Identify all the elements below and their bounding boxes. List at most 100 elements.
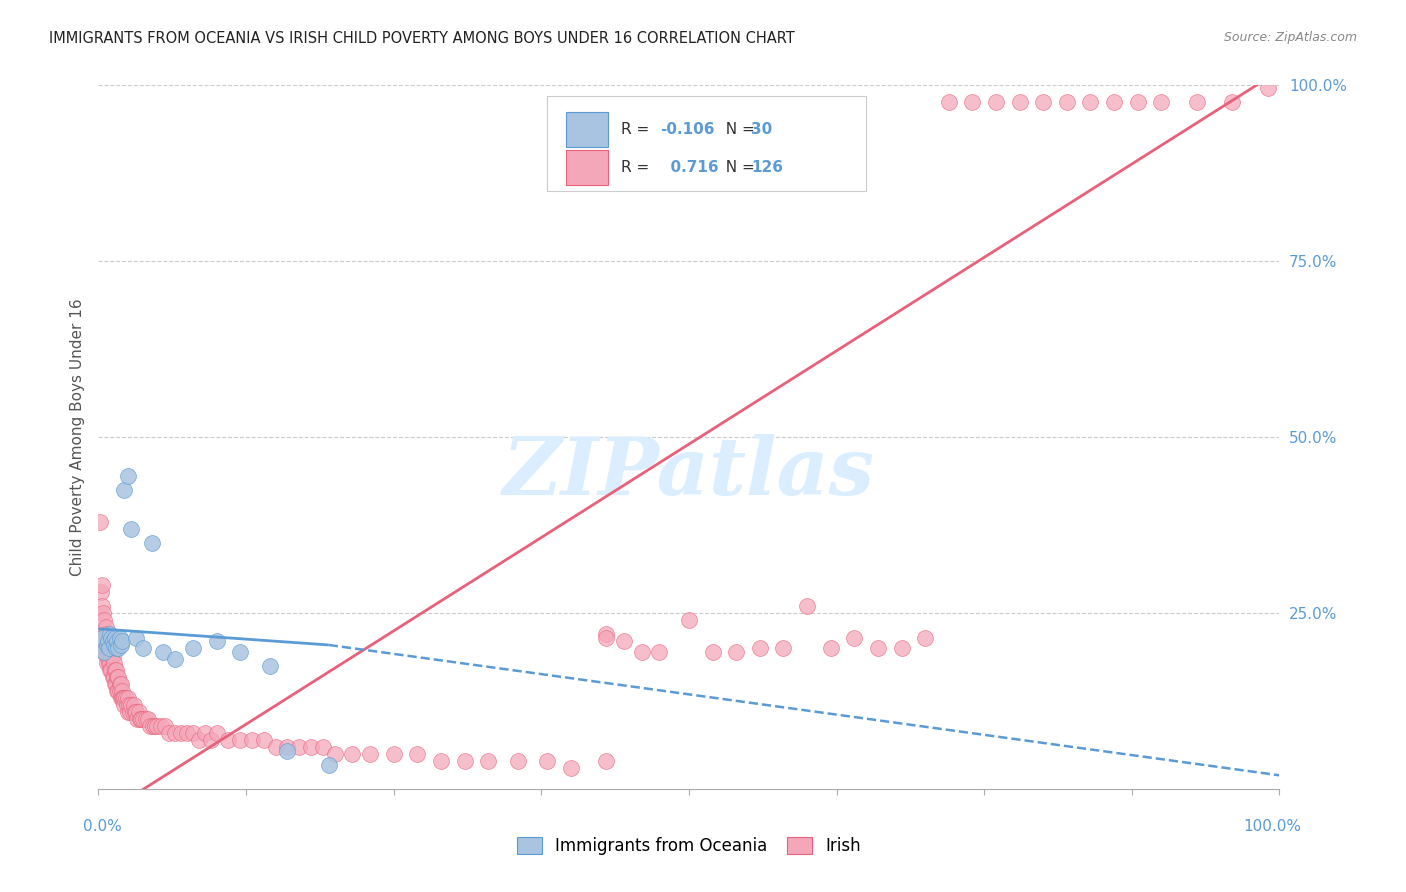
Point: [125, 705, 148, 719]
Point: [104, 676, 127, 690]
Point: [264, 740, 287, 755]
Point: [132, 641, 155, 656]
Point: [187, 733, 209, 747]
Point: [259, 659, 281, 673]
Point: [100, 648, 122, 663]
Point: [98, 663, 121, 677]
Point: [181, 726, 204, 740]
Point: [165, 726, 187, 740]
Point: [866, 641, 889, 656]
Point: [796, 599, 818, 614]
Point: [98, 656, 121, 670]
Point: [150, 719, 173, 733]
Point: [453, 754, 475, 768]
Point: [678, 613, 700, 627]
Point: [984, 95, 1007, 110]
Point: [110, 638, 132, 652]
Point: [105, 663, 128, 677]
Point: [100, 631, 122, 645]
Point: [114, 690, 136, 705]
Point: [1032, 95, 1054, 110]
Point: [105, 683, 128, 698]
Point: [98, 641, 121, 656]
Point: [253, 733, 276, 747]
Point: [323, 747, 346, 762]
Point: [111, 683, 134, 698]
Point: [702, 645, 724, 659]
Point: [91, 627, 114, 641]
Point: [135, 712, 157, 726]
Point: [98, 641, 121, 656]
Point: [111, 634, 134, 648]
Point: [98, 656, 121, 670]
Point: [772, 641, 794, 656]
Point: [110, 690, 132, 705]
Point: [288, 740, 311, 755]
Point: [90, 585, 112, 599]
Point: [94, 620, 117, 634]
Point: [101, 670, 124, 684]
Text: R =: R =: [620, 122, 654, 137]
Point: [748, 641, 770, 656]
Point: [176, 726, 198, 740]
Point: [205, 726, 228, 740]
Point: [105, 641, 128, 656]
Point: [152, 645, 174, 659]
Point: [143, 719, 166, 733]
Point: [104, 631, 127, 645]
Text: 30: 30: [751, 122, 772, 137]
Point: [97, 634, 120, 648]
Text: N =: N =: [716, 122, 759, 137]
Point: [165, 652, 187, 666]
Point: [139, 719, 162, 733]
Point: [1008, 95, 1031, 110]
Point: [406, 747, 429, 762]
Point: [299, 740, 322, 755]
Point: [1257, 81, 1279, 95]
Point: [104, 663, 127, 677]
Point: [100, 663, 122, 677]
Y-axis label: Child Poverty Among Boys Under 16: Child Poverty Among Boys Under 16: [69, 298, 84, 576]
Text: 0.0%: 0.0%: [83, 819, 122, 834]
Point: [1220, 95, 1243, 110]
Point: [117, 705, 139, 719]
Point: [112, 698, 135, 712]
Text: R =: R =: [620, 160, 654, 175]
Point: [117, 690, 139, 705]
Point: [111, 690, 134, 705]
Point: [93, 641, 115, 656]
Point: [312, 740, 335, 755]
Point: [820, 641, 842, 656]
Point: [107, 670, 129, 684]
Point: [93, 613, 115, 627]
Point: [276, 744, 298, 758]
Point: [240, 733, 263, 747]
Point: [129, 712, 152, 726]
Point: [121, 522, 143, 536]
Point: [91, 578, 114, 592]
Point: [318, 757, 340, 772]
Point: [128, 705, 150, 719]
Point: [127, 712, 149, 726]
Point: [157, 726, 180, 740]
Point: [477, 754, 499, 768]
Point: [108, 631, 131, 645]
Point: [96, 627, 118, 641]
Point: [107, 683, 129, 698]
Point: [141, 535, 163, 549]
Point: [96, 638, 118, 652]
Point: [1126, 95, 1149, 110]
Point: [91, 607, 114, 621]
Point: [125, 631, 148, 645]
Point: [128, 712, 150, 726]
Point: [595, 754, 617, 768]
Point: [506, 754, 529, 768]
Point: [136, 712, 159, 726]
Point: [1056, 95, 1078, 110]
Point: [595, 631, 617, 645]
Point: [194, 726, 217, 740]
Point: [105, 670, 128, 684]
Text: ZIPatlas: ZIPatlas: [503, 434, 875, 511]
Point: [613, 634, 636, 648]
Legend: Immigrants from Oceania, Irish: Immigrants from Oceania, Irish: [510, 830, 868, 863]
